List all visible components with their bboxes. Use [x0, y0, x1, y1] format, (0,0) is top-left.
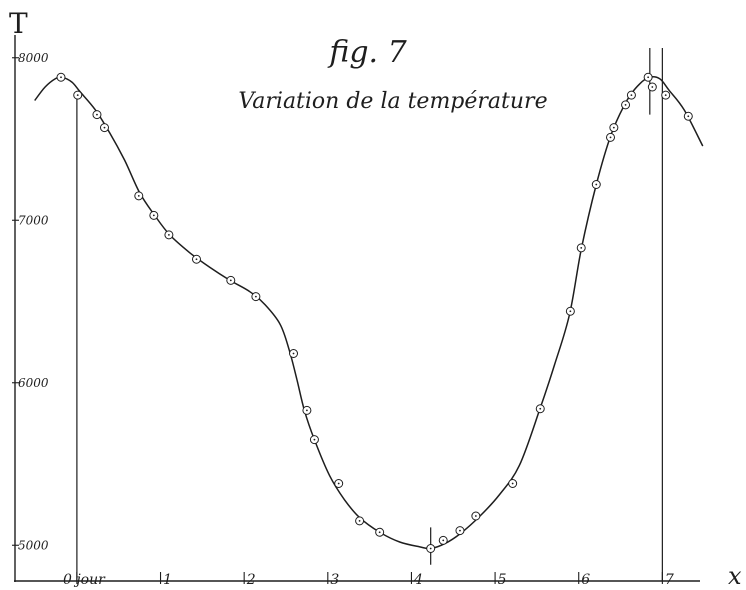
data-point-dot: [152, 214, 155, 217]
data-point: [56, 72, 66, 82]
data-point-dot: [137, 194, 140, 197]
y-ticks: 5000 6000 7000 8000: [12, 51, 49, 552]
data-point: [134, 191, 144, 201]
data-point-dot: [624, 103, 627, 106]
y-tick-label: 5000: [18, 538, 49, 552]
data-point-dot: [229, 279, 232, 282]
data-point-dot: [429, 547, 432, 550]
data-point: [164, 230, 174, 240]
data-point: [73, 90, 83, 100]
data-point: [647, 82, 657, 92]
data-point-dot: [651, 86, 654, 88]
data-point: [302, 405, 312, 415]
data-point-dot: [647, 76, 650, 79]
data-point-dot: [76, 94, 79, 97]
data-point-dot: [569, 310, 572, 313]
data-point: [191, 254, 201, 264]
data-point: [455, 526, 465, 536]
data-point: [471, 511, 481, 521]
axis-label-x: x: [728, 562, 742, 590]
data-point-dot: [580, 246, 583, 249]
data-point-dot: [292, 352, 295, 355]
chart-title: fig. 7: [327, 35, 407, 70]
data-point-dot: [167, 233, 170, 236]
data-point-dot: [378, 531, 381, 534]
x-tick-label: 6: [581, 572, 590, 588]
data-point-dot: [96, 113, 98, 116]
data-point: [438, 535, 448, 545]
data-point: [683, 111, 693, 121]
data-point-dot: [664, 94, 667, 97]
data-point-dot: [305, 409, 308, 412]
data-point: [289, 349, 299, 358]
data-point-dot: [687, 115, 690, 118]
x-tick-label: 5: [498, 572, 507, 588]
curve-line: [34, 76, 704, 550]
data-point: [661, 90, 671, 100]
data-point-dot: [612, 126, 615, 129]
data-point-dot: [195, 258, 198, 261]
data-point: [609, 123, 619, 133]
data-point-dot: [474, 515, 477, 517]
data-point-dot: [459, 529, 461, 532]
data-point: [606, 132, 616, 142]
data-point: [375, 527, 385, 537]
data-point-dot: [337, 482, 340, 485]
data-point-dot: [442, 539, 445, 542]
data-point: [99, 123, 109, 133]
x-tick-label: 7: [665, 572, 674, 588]
x-tick-label: 3: [330, 572, 339, 588]
data-point: [92, 110, 102, 120]
axis-label-y: T: [9, 7, 28, 40]
x-tick-label: 0 jour: [63, 572, 106, 588]
data-point: [251, 292, 261, 302]
y-tick-label: 8000: [18, 51, 49, 65]
data-point-dot: [358, 519, 361, 522]
data-point-dot: [313, 438, 316, 441]
data-point: [643, 72, 653, 82]
data-point: [621, 100, 631, 110]
y-tick-label: 6000: [18, 376, 49, 390]
data-points: [56, 72, 693, 553]
data-point: [508, 479, 518, 488]
data-point: [309, 435, 319, 445]
data-point: [149, 210, 159, 220]
data-point-dot: [595, 183, 598, 186]
data-point: [226, 275, 236, 285]
x-tick-label: 1: [163, 572, 172, 588]
data-point-dot: [103, 126, 106, 129]
data-point: [334, 479, 344, 488]
chart-subtitle: Variation de la température: [238, 89, 547, 114]
data-point: [576, 243, 586, 253]
y-tick-label: 7000: [18, 213, 49, 227]
x-tick-label: 4: [413, 572, 423, 588]
data-point: [355, 516, 365, 526]
x-tick-label: 2: [246, 572, 256, 588]
data-point-dot: [511, 482, 514, 485]
x-ticks: 0 jour 1 2 3 4 5 6 7: [63, 572, 674, 588]
data-point-dot: [254, 295, 257, 298]
data-point-dot: [609, 136, 612, 139]
data-point: [426, 544, 436, 553]
data-point-dot: [630, 94, 633, 97]
data-point: [535, 404, 545, 414]
data-point: [591, 180, 601, 189]
axes: [14, 35, 700, 582]
data-point: [565, 306, 575, 316]
data-point-dot: [539, 407, 542, 410]
data-point: [626, 90, 636, 100]
data-point-dot: [60, 76, 62, 79]
